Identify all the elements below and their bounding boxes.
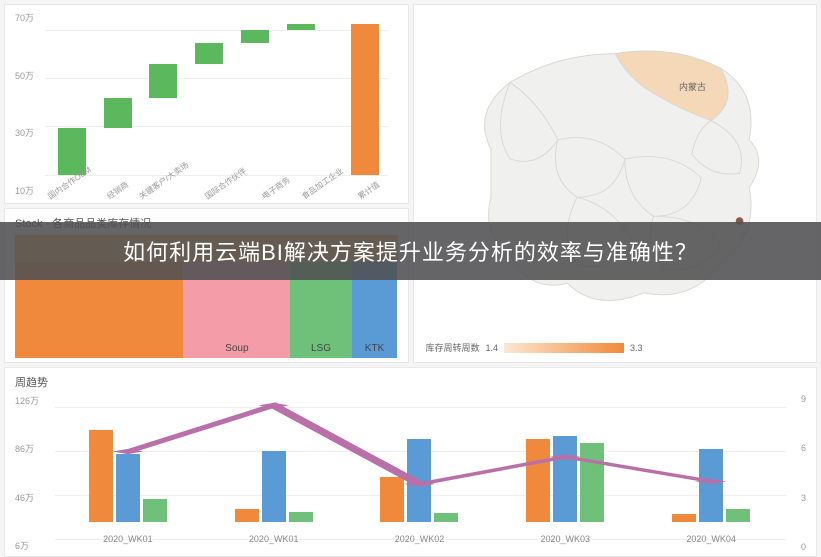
ytick: 9 bbox=[788, 394, 806, 404]
ytick: 86万 bbox=[15, 442, 53, 455]
china-map-card: 内蒙古 库存周转周数 1.4 3.3 bbox=[413, 4, 818, 363]
ytick: 10万 bbox=[15, 184, 45, 197]
x-label: 2020_WK01 bbox=[249, 534, 299, 544]
trend-y-left: 126万 86万 46万 6万 bbox=[15, 394, 53, 552]
map-legend: 库存周转周数 1.4 3.3 bbox=[426, 341, 643, 354]
waterfall-chart-card: 70万 50万 30万 10万 国内合作OEM经销商关键客户/大卖场国际合作伙伴… bbox=[4, 4, 409, 204]
trend-chart-area: 126万86万46万6万 9630 2020_WK012020_WK012020… bbox=[15, 394, 806, 552]
trend-line bbox=[128, 405, 711, 484]
legend-gradient bbox=[504, 343, 624, 353]
ytick: 50万 bbox=[15, 69, 45, 82]
waterfall-bar[interactable] bbox=[58, 15, 86, 175]
ytick: 70万 bbox=[15, 11, 45, 24]
x-label: 2020_WK01 bbox=[103, 534, 153, 544]
ytick: 6万 bbox=[15, 539, 53, 552]
x-label: 累计值 bbox=[356, 179, 382, 202]
headline-overlay: 如何利用云端BI解决方案提升业务分析的效率与准确性？ bbox=[0, 222, 821, 280]
x-label: 经销商 bbox=[105, 179, 131, 202]
x-label: 2020_WK02 bbox=[395, 534, 445, 544]
ytick: 0 bbox=[788, 542, 806, 552]
ytick: 3 bbox=[788, 493, 806, 503]
trend-chart-card: 周趋势 126万86万46万6万 9630 2020_WK012020_WK01… bbox=[4, 367, 817, 557]
x-label: 2020_WK03 bbox=[541, 534, 591, 544]
headline-text: 如何利用云端BI解决方案提升业务分析的效率与准确性？ bbox=[123, 235, 698, 267]
waterfall-bar[interactable] bbox=[149, 15, 177, 175]
ytick: 46万 bbox=[15, 491, 53, 504]
waterfall-bar[interactable] bbox=[287, 15, 315, 175]
waterfall-bar[interactable] bbox=[351, 15, 379, 175]
ytick: 126万 bbox=[15, 394, 53, 407]
waterfall-bar[interactable] bbox=[104, 15, 132, 175]
province-label: 内蒙古 bbox=[679, 80, 706, 93]
legend-max: 3.3 bbox=[630, 343, 643, 353]
legend-min: 1.4 bbox=[486, 343, 499, 353]
trend-x-axis: 2020_WK01 2020_WK01 2020_WK02 2020_WK03 2020… bbox=[55, 534, 784, 544]
waterfall-bar[interactable] bbox=[195, 15, 223, 175]
ytick: 30万 bbox=[15, 126, 45, 139]
trend-line-overlay bbox=[55, 400, 784, 522]
trend-title: 周趋势 bbox=[15, 374, 806, 390]
waterfall-y-axis: 70万 50万 30万 10万 bbox=[15, 11, 45, 197]
waterfall-chart-area: 70万 50万 30万 10万 国内合作OEM经销商关键客户/大卖场国际合作伙伴… bbox=[15, 11, 398, 197]
waterfall-x-axis: 国内合作OEM经销商关键客户/大卖场国际合作伙伴电子商务食品加工企业累计值 bbox=[45, 192, 388, 203]
x-label: 2020_WK04 bbox=[686, 534, 736, 544]
x-label: 电子商务 bbox=[260, 175, 293, 202]
legend-label: 库存周转周数 bbox=[426, 341, 480, 354]
ytick: 6 bbox=[788, 443, 806, 453]
waterfall-bar[interactable] bbox=[241, 15, 269, 175]
trend-y-right: 9 6 3 0 bbox=[788, 394, 806, 552]
waterfall-bars bbox=[49, 15, 388, 175]
